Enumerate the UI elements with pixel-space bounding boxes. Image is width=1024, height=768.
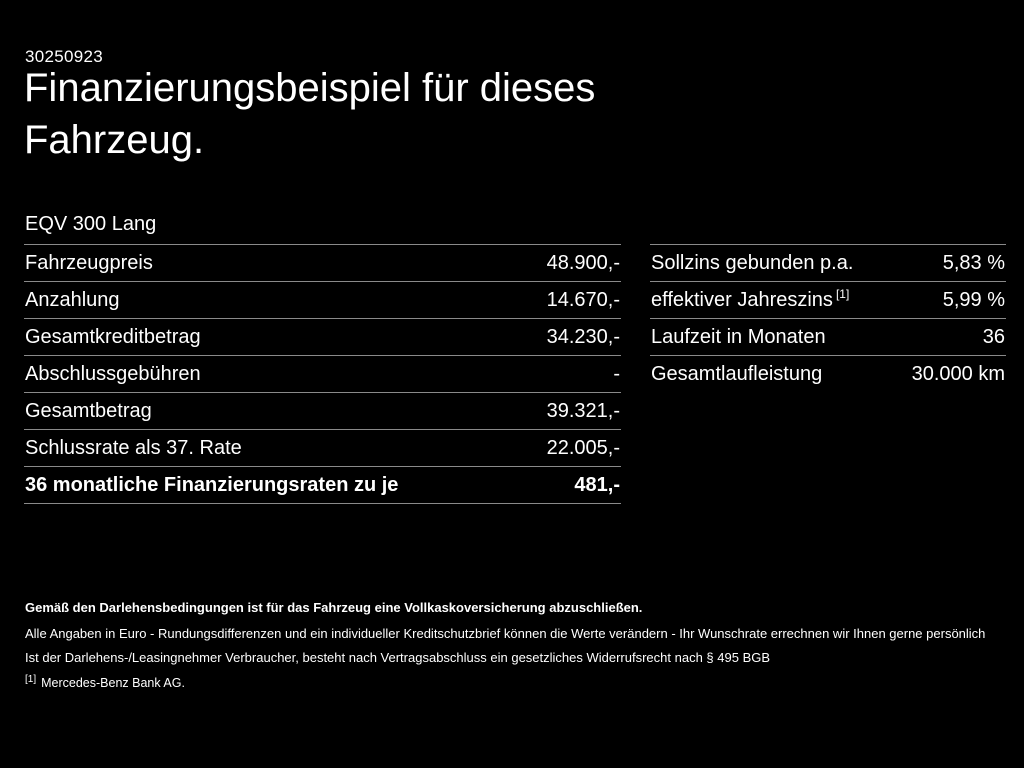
row-label: Sollzins gebunden p.a.	[651, 252, 854, 274]
row-value: 48.900,-	[546, 252, 620, 274]
table-row-fahrzeugpreis: Fahrzeugpreis 48.900,-	[24, 244, 621, 281]
row-value: 36	[982, 326, 1005, 348]
row-label-text: effektiver Jahreszins	[651, 289, 833, 311]
table-row-effektiver-jahreszins: effektiver Jahreszins [1] 5,99 %	[650, 281, 1006, 318]
financing-tables: Fahrzeugpreis 48.900,- Anzahlung 14.670,…	[24, 244, 1006, 504]
footnote-marker: [1]	[25, 673, 37, 685]
table-row-anzahlung: Anzahlung 14.670,-	[24, 281, 621, 318]
page-title: Finanzierungsbeispiel für dieses Fahrzeu…	[24, 66, 596, 162]
row-value: 39.321,-	[546, 400, 620, 422]
row-label: Gesamtkreditbetrag	[25, 326, 201, 348]
table-row-gesamtbetrag: Gesamtbetrag 39.321,-	[24, 392, 621, 429]
financing-table-left: Fahrzeugpreis 48.900,- Anzahlung 14.670,…	[24, 244, 621, 504]
footer: Gemäß den Darlehensbedingungen ist für d…	[25, 600, 1015, 691]
row-value: 5,99 %	[942, 289, 1005, 311]
row-label: Gesamtlaufleistung	[651, 363, 823, 385]
insurance-note: Gemäß den Darlehensbedingungen ist für d…	[25, 600, 643, 615]
row-label: Abschlussgebühren	[25, 363, 201, 385]
row-value: 14.670,-	[546, 289, 620, 311]
row-label: effektiver Jahreszins [1]	[651, 287, 850, 311]
row-value: 5,83 %	[942, 252, 1005, 274]
row-value: 30.000 km	[911, 363, 1005, 385]
financing-table-right: Sollzins gebunden p.a. 5,83 % effektiver…	[650, 244, 1006, 392]
table-row-sollzins: Sollzins gebunden p.a. 5,83 %	[650, 244, 1006, 281]
row-label: Anzahlung	[25, 289, 120, 311]
row-label: Fahrzeugpreis	[25, 252, 153, 274]
row-value: -	[613, 363, 620, 385]
table-row-gesamtlaufleistung: Gesamtlaufleistung 30.000 km	[650, 355, 1006, 392]
table-row-laufzeit: Laufzeit in Monaten 36	[650, 318, 1006, 355]
table-row-monatliche-raten: 36 monatliche Finanzierungsraten zu je 4…	[24, 466, 621, 504]
row-label: Schlussrate als 37. Rate	[25, 437, 242, 459]
disclaimer-line-1: Alle Angaben in Euro - Rundungsdifferenz…	[25, 626, 986, 641]
footnote-ref: [1]	[835, 287, 850, 302]
disclaimer-line-2: Ist der Darlehens-/Leasingnehmer Verbrau…	[25, 650, 771, 665]
row-value: 481,-	[574, 474, 620, 496]
vehicle-model: EQV 300 Lang	[25, 213, 157, 235]
row-value: 22.005,-	[546, 437, 620, 459]
table-row-abschlussgebuehren: Abschlussgebühren -	[24, 355, 621, 392]
row-label: 36 monatliche Finanzierungsraten zu je	[25, 474, 399, 496]
table-row-schlussrate: Schlussrate als 37. Rate 22.005,-	[24, 429, 621, 466]
document-id: 30250923	[25, 47, 104, 66]
table-row-gesamtkreditbetrag: Gesamtkreditbetrag 34.230,-	[24, 318, 621, 355]
footnote-text: Mercedes-Benz Bank AG.	[41, 676, 185, 690]
footnote: [1] Mercedes-Benz Bank AG.	[25, 673, 1015, 691]
row-label: Gesamtbetrag	[25, 400, 152, 422]
row-label: Laufzeit in Monaten	[651, 326, 826, 348]
row-value: 34.230,-	[546, 326, 620, 348]
